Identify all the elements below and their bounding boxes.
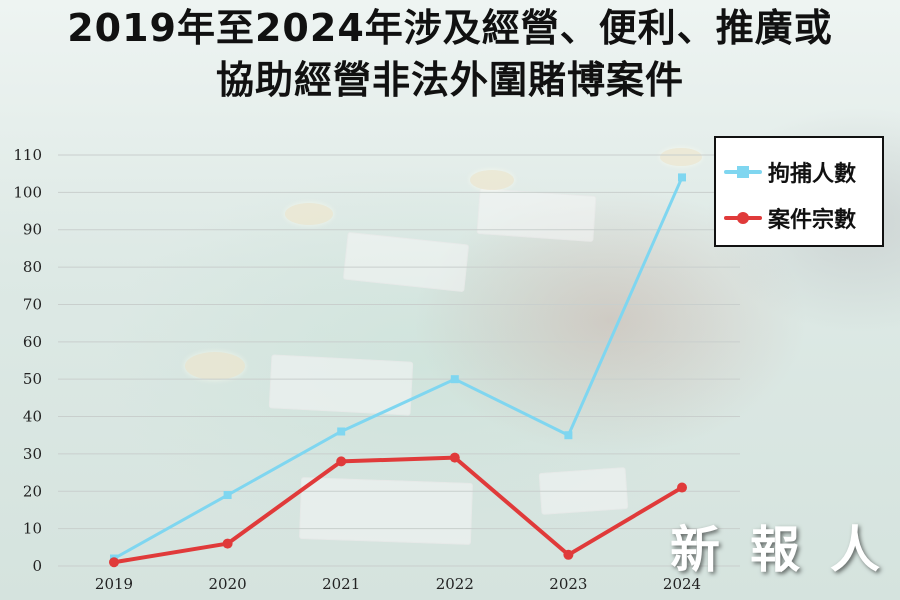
legend-label-cases: 案件宗數: [768, 208, 857, 233]
data-point: [222, 538, 233, 549]
watermark-logo: 新 報 人: [655, 510, 895, 582]
x-tick-label: 2019: [95, 575, 133, 593]
watermark-char: 報: [750, 520, 800, 579]
background-chip: [660, 148, 702, 166]
y-tick-label: 30: [23, 445, 42, 463]
data-point: [109, 557, 119, 568]
x-tick-label: 2020: [209, 575, 247, 593]
legend-label-arrests: 拘捕人數: [768, 162, 857, 187]
title-line-1: 2019年至2024年涉及經營、便利、推廣或: [67, 6, 833, 50]
x-tick-label: 2023: [549, 575, 587, 593]
y-tick-label: 100: [13, 183, 42, 201]
legend-line-cases: [724, 203, 762, 233]
y-tick-label: 50: [23, 370, 42, 388]
y-tick-label: 60: [23, 333, 42, 351]
chart-legend: 拘捕人數 案件宗數: [714, 136, 884, 247]
data-point: [564, 431, 573, 440]
data-point: [449, 452, 460, 463]
title-line-2: 協助經營非法外圍賭博案件: [215, 58, 684, 102]
x-tick-label: 2024: [663, 575, 701, 593]
y-tick-label: 10: [23, 520, 42, 538]
data-point: [563, 549, 574, 560]
y-tick-label: 110: [13, 146, 42, 164]
background-chip: [470, 170, 514, 190]
circle-marker-icon: [737, 212, 749, 224]
square-marker-icon: [737, 166, 749, 178]
page-title: 2019年至2024年涉及經營、便利、推廣或 協助經營非法外圍賭博案件: [0, 2, 900, 106]
data-point: [677, 482, 687, 493]
legend-item-arrests: 拘捕人數: [724, 157, 856, 187]
y-tick-label: 80: [23, 258, 42, 276]
x-tick-label: 2021: [322, 575, 360, 593]
data-point: [223, 491, 232, 500]
y-tick-label: 70: [23, 295, 42, 313]
watermark-char: 人: [830, 520, 880, 579]
legend-item-cases: 案件宗數: [724, 203, 856, 233]
series-line: [112, 175, 684, 561]
data-point: [336, 456, 347, 467]
background-chip: [285, 203, 333, 225]
data-point: [450, 375, 459, 384]
watermark-char: 新: [670, 520, 720, 579]
y-tick-label: 90: [23, 221, 42, 239]
series-line: [112, 455, 684, 565]
y-tick-label: 40: [23, 408, 42, 426]
legend-line-arrests: [724, 157, 762, 187]
y-tick-label: 20: [23, 482, 42, 500]
y-tick-label: 0: [32, 557, 42, 575]
background-chip: [185, 352, 245, 380]
data-point: [337, 427, 346, 436]
x-tick-label: 2022: [436, 575, 474, 593]
data-point: [678, 173, 686, 182]
